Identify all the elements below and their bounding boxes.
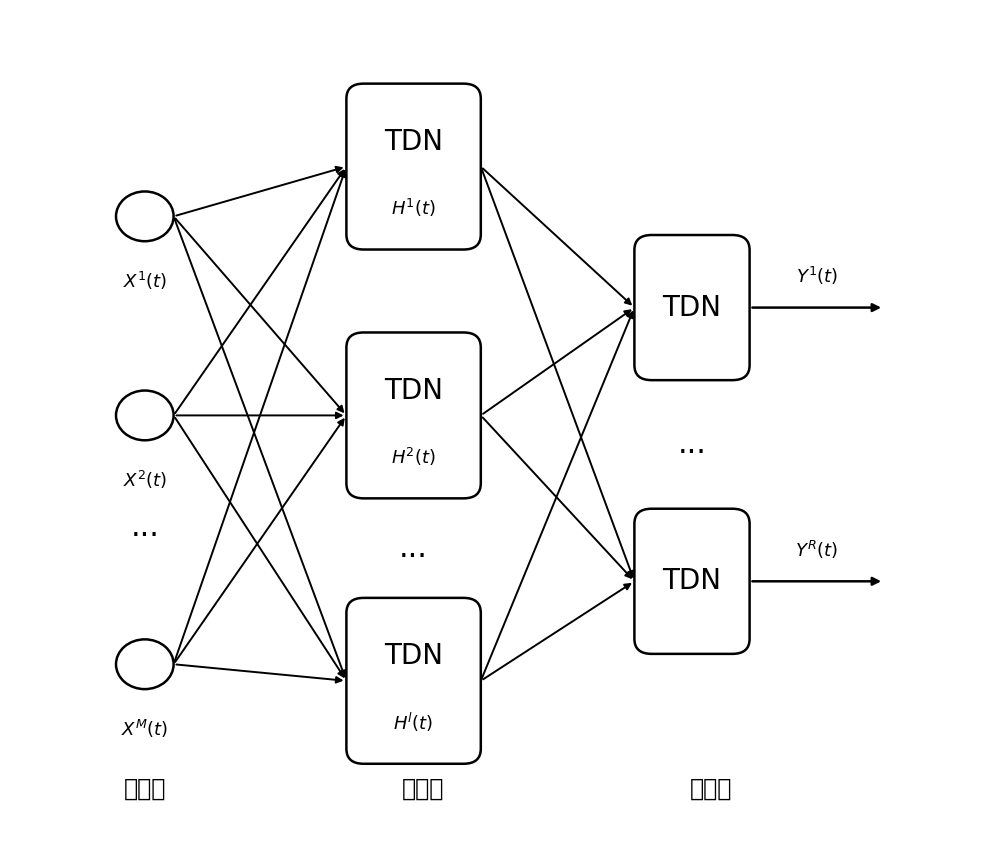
- Text: TDN: TDN: [662, 294, 722, 321]
- Text: $H^{2}(t)$: $H^{2}(t)$: [391, 446, 436, 468]
- Text: TDN: TDN: [662, 568, 722, 595]
- FancyBboxPatch shape: [346, 598, 481, 764]
- Text: $X^{1}(t)$: $X^{1}(t)$: [123, 270, 167, 292]
- Text: 输出层: 输出层: [690, 777, 732, 801]
- Text: $Y^{1}(t)$: $Y^{1}(t)$: [796, 264, 838, 287]
- Text: TDN: TDN: [384, 642, 443, 670]
- Text: ...: ...: [399, 534, 428, 562]
- Text: $H^{1}(t)$: $H^{1}(t)$: [391, 197, 436, 219]
- FancyBboxPatch shape: [634, 235, 750, 380]
- Text: $X^{2}(t)$: $X^{2}(t)$: [123, 469, 167, 492]
- FancyBboxPatch shape: [346, 84, 481, 250]
- Text: ...: ...: [130, 513, 159, 542]
- FancyBboxPatch shape: [346, 333, 481, 499]
- Text: 输入层: 输入层: [124, 777, 166, 801]
- Text: ...: ...: [678, 430, 706, 459]
- Text: $H^{l}(t)$: $H^{l}(t)$: [393, 711, 434, 734]
- Text: TDN: TDN: [384, 128, 443, 156]
- FancyBboxPatch shape: [634, 509, 750, 654]
- Text: $Y^{R}(t)$: $Y^{R}(t)$: [795, 538, 838, 561]
- Text: TDN: TDN: [384, 377, 443, 404]
- Text: $X^{M}(t)$: $X^{M}(t)$: [121, 718, 168, 740]
- Text: 隐含层: 隐含层: [402, 777, 444, 801]
